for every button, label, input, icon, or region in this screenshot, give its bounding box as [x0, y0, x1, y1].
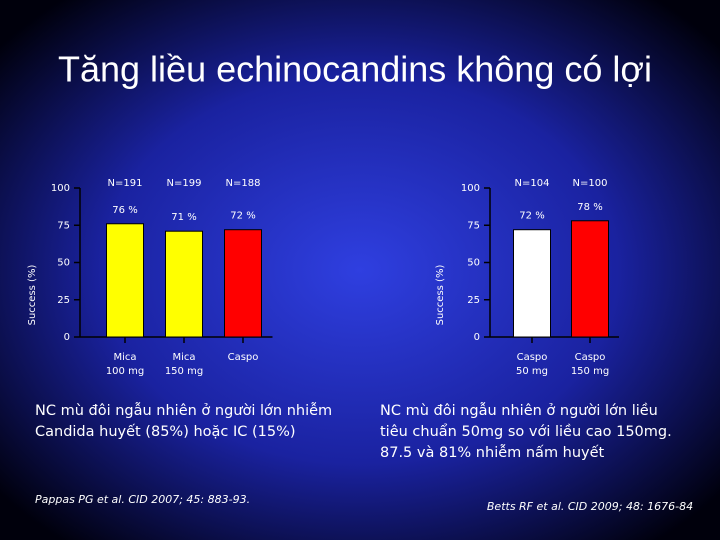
y-tick-label: 75	[467, 220, 480, 231]
value-label: 78 %	[577, 202, 602, 213]
y-tick-label: 50	[57, 258, 70, 269]
note-line: NC mù đôi ngẫu nhiên ở người lớn nhiễm	[35, 402, 332, 419]
x-tick-label: Caspo 150 mg	[571, 352, 609, 377]
y-tick-label: 25	[57, 295, 70, 306]
y-axis-label: Success (%)	[435, 265, 446, 326]
note-line: tiêu chuẩn 50mg so với liều cao 150mg.	[380, 423, 672, 440]
bar	[224, 229, 262, 338]
bar	[513, 229, 551, 338]
value-label: 72 %	[230, 211, 255, 222]
x-tick-label: Mica 100 mg	[106, 352, 144, 377]
value-label: 76 %	[112, 205, 137, 216]
note-line: NC mù đôi ngẫu nhiên ở người lớn liều	[380, 402, 658, 419]
bar	[106, 223, 144, 338]
n-label: N=199	[167, 178, 202, 189]
x-tick-label: Caspo	[228, 352, 259, 363]
y-tick-label: 0	[64, 332, 70, 343]
y-tick-label: 50	[467, 258, 480, 269]
y-tick-label: 100	[461, 183, 480, 194]
note-line: Candida huyết (85%) hoặc IC (15%)	[35, 423, 296, 440]
value-label: 72 %	[519, 211, 544, 222]
citation: Pappas PG et al. CID 2007; 45: 883-93.	[35, 493, 250, 506]
n-label: N=188	[226, 178, 261, 189]
y-tick-label: 75	[57, 220, 70, 231]
y-axis-label: Success (%)	[27, 265, 38, 326]
x-tick-label: Caspo 50 mg	[516, 352, 548, 377]
bar	[571, 220, 609, 338]
y-tick-label: 0	[474, 332, 480, 343]
y-tick-label: 25	[467, 295, 480, 306]
citation: Betts RF et al. CID 2009; 48: 1676-84	[487, 500, 693, 513]
value-label: 71 %	[171, 212, 196, 223]
n-label: N=104	[515, 178, 550, 189]
n-label: N=191	[108, 178, 143, 189]
slide-title: Tăng liều echinocandins không có lợi	[58, 49, 652, 90]
x-tick-label: Mica 150 mg	[165, 352, 203, 377]
bar	[165, 230, 203, 338]
y-tick-label: 100	[51, 183, 70, 194]
note-line: 87.5 và 81% nhiễm nấm huyết	[380, 444, 605, 461]
n-label: N=100	[573, 178, 608, 189]
